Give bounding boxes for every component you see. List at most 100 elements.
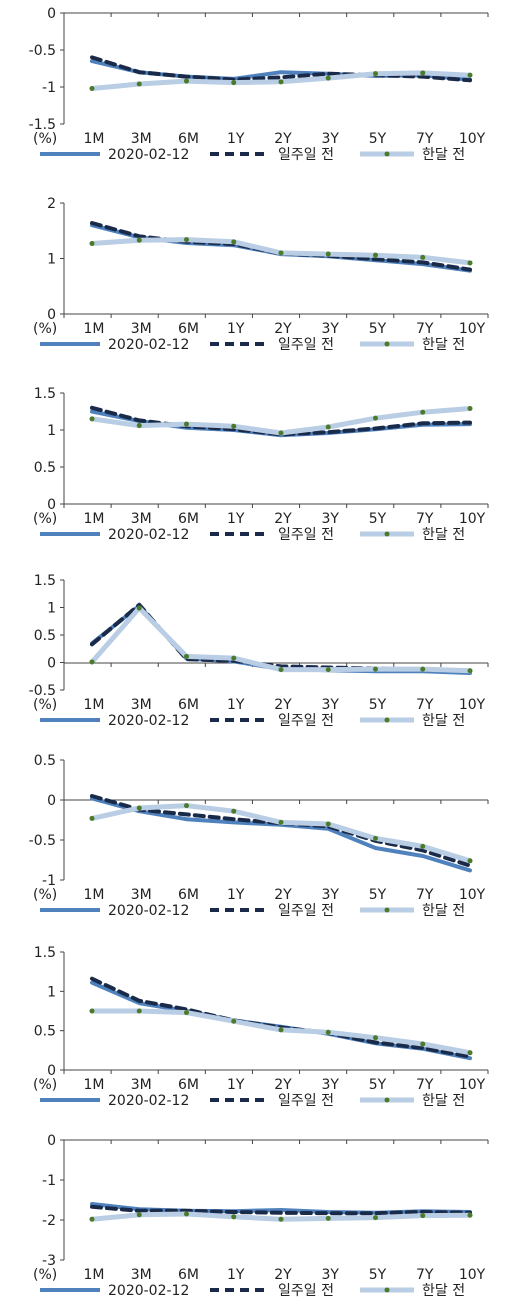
x-tick-label: 2Y xyxy=(274,1267,292,1283)
x-tick-label: 10Y xyxy=(459,1077,486,1093)
data-point xyxy=(420,666,426,672)
x-tick-label: 2Y xyxy=(274,697,292,713)
data-point xyxy=(231,655,237,661)
data-point xyxy=(420,843,426,849)
y-tick-label: -1 xyxy=(42,80,56,96)
y-tick-label: 0 xyxy=(47,497,56,513)
x-tick-label: 3M xyxy=(131,321,152,337)
y-tick-label: 0 xyxy=(47,793,56,809)
y-tick-label: -0.5 xyxy=(29,833,56,849)
yield-chart-5: 0.50-0.5-1(%) 1M 3M 6M 1Y 2Y 3Y 5Y 7Y 10Y2020-02-… xyxy=(29,753,489,919)
data-point xyxy=(278,1216,284,1222)
x-tick-label: 7Y xyxy=(416,511,434,527)
legend-label-2: 일주일 전 xyxy=(278,147,334,163)
data-point xyxy=(373,252,378,258)
y-tick-label: -1 xyxy=(42,1173,56,1189)
legend-label-3: 한달 전 xyxy=(422,527,465,543)
x-tick-label: 1Y xyxy=(227,1077,245,1093)
y-tick-label: 0 xyxy=(47,6,56,22)
legend-label-1: 2020-02-12 xyxy=(108,713,189,729)
legend-marker xyxy=(384,907,390,913)
series-line-2 xyxy=(90,1204,472,1216)
data-point xyxy=(89,1008,95,1014)
data-point xyxy=(136,81,142,87)
data-point xyxy=(325,1029,331,1035)
x-tick-label: 7Y xyxy=(416,697,434,713)
yield-chart-4: 1.510.50-0.5(%) 1M 3M 6M 1Y 2Y 3Y 5Y 7Y 10Y2020-0… xyxy=(29,573,489,729)
x-tick-label: 10Y xyxy=(459,697,486,713)
x-tick-label: 7Y xyxy=(416,1267,434,1283)
y-tick-label: 1 xyxy=(47,423,56,439)
data-point xyxy=(373,71,378,77)
y-tick-label: 1.5 xyxy=(34,945,56,961)
x-tick-label: 6M xyxy=(178,887,199,903)
series-line-2 xyxy=(90,794,472,868)
legend-label-2: 일주일 전 xyxy=(278,903,334,919)
series-line-2 xyxy=(90,405,472,437)
data-point xyxy=(184,78,189,84)
data-point xyxy=(136,605,142,611)
x-tick-label: 1M xyxy=(84,511,105,527)
legend-label-2: 일주일 전 xyxy=(278,527,334,543)
series-line-2 xyxy=(90,55,472,83)
yield-chart-7: 0 -1 -2 -3(%) 1M 3M 6M 1Y 2Y 3Y 5Y 7Y 10Y 2020-02-12 일… xyxy=(33,1133,489,1299)
x-tick-label: 3M xyxy=(131,697,152,713)
data-point xyxy=(231,808,237,814)
legend-label-3: 한달 전 xyxy=(422,1283,465,1299)
y-tick-label: -1 xyxy=(42,873,56,889)
yield-chart-6: 1.510.50(%) 1M 3M 6M 1Y 2Y 3Y 5Y 7Y 10Y2020-02-12… xyxy=(33,945,489,1109)
data-point xyxy=(89,241,95,247)
y-tick-label: 0.5 xyxy=(34,628,56,644)
y-tick-label: 0.5 xyxy=(34,460,56,476)
data-point xyxy=(373,1215,378,1221)
legend-marker xyxy=(384,151,390,157)
data-point xyxy=(89,659,95,665)
x-tick-label: 6M xyxy=(178,1267,199,1283)
legend-label-1: 2020-02-12 xyxy=(108,337,189,353)
legend-label-3: 한달 전 xyxy=(422,903,465,919)
x-tick-label: 1M xyxy=(84,1077,105,1093)
data-point xyxy=(325,1215,331,1221)
x-tick-label: 1M xyxy=(84,321,105,337)
legend-label-1: 2020-02-12 xyxy=(108,1093,189,1109)
legend-label-2: 일주일 전 xyxy=(278,1283,334,1299)
unit-label: (%) xyxy=(33,697,57,713)
x-tick-label: 6M xyxy=(178,131,199,147)
data-point xyxy=(467,1212,473,1218)
data-point xyxy=(184,1010,189,1016)
legend: 2020-02-12 일주일 전 한달 전 xyxy=(40,527,465,543)
x-tick-label: 7Y xyxy=(416,131,434,147)
x-tick-label: 5Y xyxy=(369,1077,387,1093)
data-point xyxy=(373,835,378,841)
data-point xyxy=(373,415,378,421)
x-tick-label: 3M xyxy=(131,1077,152,1093)
y-tick-label: 0.5 xyxy=(34,753,56,769)
x-tick-label: 6M xyxy=(178,697,199,713)
data-point xyxy=(278,79,284,85)
x-tick-label: 2Y xyxy=(274,131,292,147)
x-tick-label: 6M xyxy=(178,511,199,527)
y-tick-label: -2 xyxy=(42,1213,56,1229)
data-point xyxy=(231,423,237,429)
x-tick-label: 3Y xyxy=(322,321,340,337)
legend-label-3: 한달 전 xyxy=(422,337,465,353)
x-tick-label: 3Y xyxy=(322,131,340,147)
data-point xyxy=(231,80,237,86)
x-tick-label: 5Y xyxy=(369,321,387,337)
data-point xyxy=(467,260,473,266)
y-tick-label: 1.5 xyxy=(34,573,56,589)
y-tick-label: -0.5 xyxy=(29,683,56,699)
x-tick-label: 6M xyxy=(178,1077,199,1093)
x-tick-label: 3Y xyxy=(322,1077,340,1093)
legend-label-1: 2020-02-12 xyxy=(108,147,189,163)
data-point xyxy=(184,1211,189,1217)
legend-label-2: 일주일 전 xyxy=(278,713,334,729)
x-tick-label: 1Y xyxy=(227,887,245,903)
y-tick-label: 2 xyxy=(47,196,56,212)
unit-label: (%) xyxy=(33,1077,57,1093)
data-point xyxy=(89,85,95,91)
unit-label: (%) xyxy=(33,887,57,903)
x-tick-label: 6M xyxy=(178,321,199,337)
legend: 2020-02-12 일주일 전 한달 전 xyxy=(40,903,465,919)
x-tick-label: 10Y xyxy=(459,887,486,903)
